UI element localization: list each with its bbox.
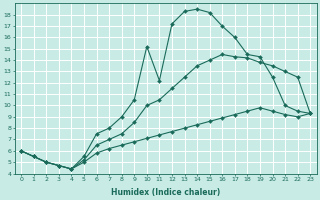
X-axis label: Humidex (Indice chaleur): Humidex (Indice chaleur) <box>111 188 220 197</box>
